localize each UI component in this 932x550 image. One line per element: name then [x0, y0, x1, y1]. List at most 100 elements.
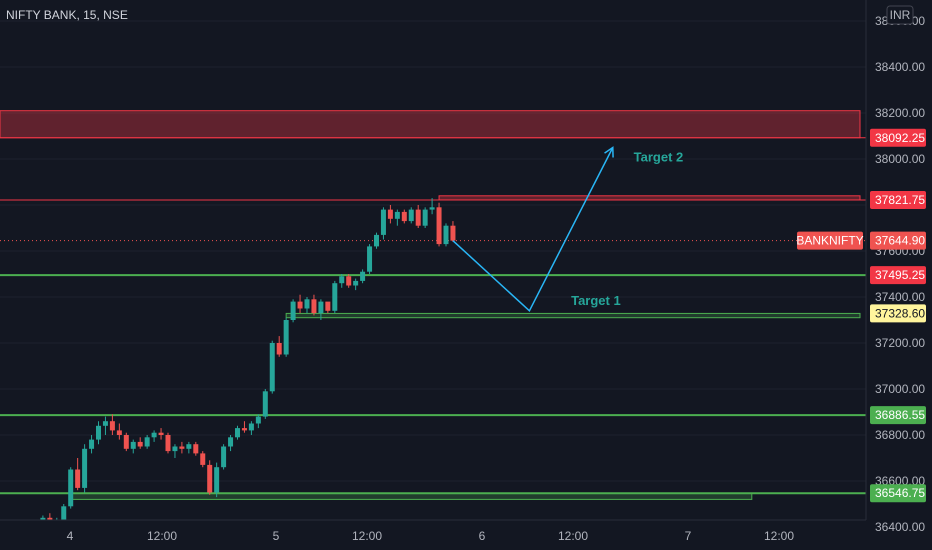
candle[interactable]: [228, 435, 234, 452]
x-tick-label: 6: [479, 529, 486, 543]
candle[interactable]: [408, 207, 414, 224]
candle[interactable]: [450, 221, 456, 242]
y-tick-label: 37000.00: [875, 382, 925, 396]
candle[interactable]: [304, 297, 310, 314]
candle[interactable]: [186, 441, 192, 454]
resistance-zone[interactable]: [0, 110, 861, 139]
target-1-label: Target 1: [571, 293, 621, 308]
candle[interactable]: [374, 232, 379, 249]
candle[interactable]: [82, 444, 88, 493]
candle-body: [186, 444, 192, 449]
candle[interactable]: [235, 425, 240, 440]
candle-body: [290, 301, 296, 320]
candle[interactable]: [290, 299, 296, 323]
currency-badge[interactable]: [886, 5, 914, 25]
candle-body: [353, 280, 359, 286]
resistance-zone[interactable]: [438, 195, 861, 201]
price-label: 37821.75: [875, 193, 925, 207]
candles: [26, 198, 456, 541]
candle-body: [374, 234, 379, 247]
candle[interactable]: [332, 280, 338, 314]
candle[interactable]: [283, 317, 289, 357]
candle[interactable]: [394, 209, 400, 226]
candle[interactable]: [221, 444, 227, 470]
candle[interactable]: [165, 432, 171, 454]
candle[interactable]: [207, 460, 213, 495]
price-label: 37495.25: [875, 268, 925, 282]
support-zone[interactable]: [285, 312, 861, 319]
candle[interactable]: [123, 432, 129, 452]
candle[interactable]: [276, 336, 282, 357]
candle-body: [207, 464, 213, 493]
price-label-bg: [870, 266, 926, 285]
candle-body: [339, 276, 345, 284]
candle[interactable]: [241, 421, 247, 433]
candle[interactable]: [325, 301, 331, 314]
candle[interactable]: [248, 421, 254, 435]
candle-body: [311, 299, 317, 314]
price-label: 38092.25: [875, 131, 925, 145]
candle[interactable]: [214, 462, 220, 498]
candle[interactable]: [401, 209, 407, 224]
candle[interactable]: [297, 294, 303, 314]
candle[interactable]: [255, 414, 261, 429]
candle[interactable]: [367, 244, 373, 274]
candle-body: [276, 343, 282, 355]
candle[interactable]: [200, 451, 206, 468]
symbol-title[interactable]: NIFTY BANK, 15, NSE: [6, 8, 128, 22]
x-tick-label: 12:00: [147, 529, 177, 543]
candle[interactable]: [116, 423, 122, 440]
candle[interactable]: [179, 441, 185, 454]
candle-body: [96, 425, 101, 440]
candle[interactable]: [75, 458, 81, 491]
price-label: 37644.90: [875, 234, 925, 248]
candle[interactable]: [339, 274, 345, 288]
projection-arrow[interactable]: [452, 147, 614, 313]
candle[interactable]: [102, 416, 108, 435]
candle[interactable]: [387, 205, 393, 224]
candle[interactable]: [137, 437, 143, 449]
price-label-bg: [870, 484, 926, 503]
x-tick-label: 5: [273, 529, 280, 543]
candle-body: [304, 299, 310, 309]
candle-body: [360, 271, 366, 281]
candle[interactable]: [96, 421, 101, 445]
y-tick-label: 36400.00: [875, 520, 925, 534]
candle[interactable]: [422, 207, 428, 228]
candle[interactable]: [61, 504, 67, 523]
candle[interactable]: [311, 294, 317, 316]
candle[interactable]: [353, 278, 359, 291]
candle-body: [228, 437, 234, 447]
candle-body: [172, 446, 178, 452]
candle[interactable]: [360, 269, 366, 284]
candle-body: [429, 207, 435, 210]
candle[interactable]: [109, 414, 115, 435]
candle[interactable]: [151, 430, 157, 442]
price-label-bg: [870, 304, 926, 323]
candle[interactable]: [68, 467, 74, 509]
candle[interactable]: [144, 435, 150, 449]
candle[interactable]: [262, 389, 268, 419]
candle[interactable]: [89, 435, 95, 454]
candle[interactable]: [346, 274, 352, 288]
candle[interactable]: [158, 428, 164, 440]
candle[interactable]: [443, 223, 449, 247]
candle[interactable]: [269, 340, 275, 394]
candle[interactable]: [429, 198, 435, 215]
price-label-bg: [870, 406, 926, 425]
candle-body: [214, 467, 220, 493]
candle-body: [109, 421, 115, 431]
candle-body: [89, 439, 95, 449]
candle-body: [221, 446, 227, 468]
candle-body: [130, 441, 136, 449]
candle-body: [144, 437, 150, 447]
candle[interactable]: [318, 299, 324, 320]
candle[interactable]: [415, 205, 421, 228]
candle[interactable]: [436, 202, 442, 247]
price-label-bg: [870, 190, 926, 209]
candle[interactable]: [380, 207, 386, 240]
candle[interactable]: [172, 444, 178, 458]
candle[interactable]: [130, 439, 136, 454]
candle[interactable]: [193, 441, 199, 456]
